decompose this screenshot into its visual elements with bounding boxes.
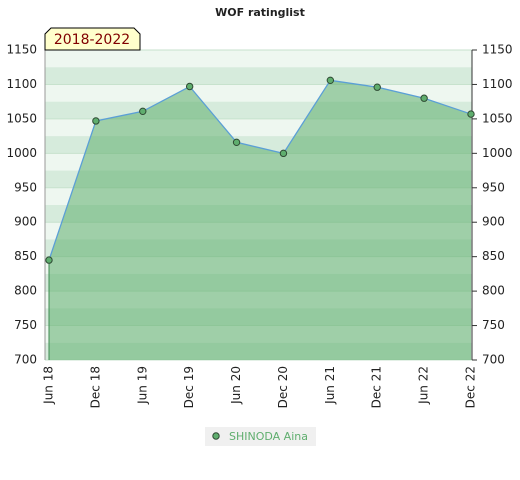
marker bbox=[45, 256, 53, 264]
y-tick-label: 1100 bbox=[6, 77, 37, 91]
marker bbox=[326, 76, 335, 85]
x-tick-label: Jun 18 bbox=[42, 366, 56, 405]
x-tick-label: Dec 20 bbox=[276, 366, 290, 408]
y2-tick-label: 800 bbox=[482, 284, 505, 298]
band bbox=[45, 67, 472, 85]
annotation-box bbox=[44, 27, 141, 51]
marker bbox=[420, 94, 428, 102]
y2-tick-label: 1150 bbox=[482, 43, 513, 57]
y2-tick-label: 1050 bbox=[482, 111, 513, 125]
annotation: 2018-2022 bbox=[54, 32, 130, 48]
y2-tick-label: 1100 bbox=[482, 77, 513, 91]
y2-tick-label: 900 bbox=[482, 215, 505, 229]
y-tick-label: 1000 bbox=[6, 146, 37, 160]
y-tick-label: 950 bbox=[14, 180, 37, 194]
y2-tick-label: 750 bbox=[482, 318, 505, 332]
x-tick-label: Dec 18 bbox=[88, 366, 102, 408]
marker bbox=[232, 138, 241, 147]
legend-marker bbox=[212, 432, 220, 440]
x-tick-label: Jun 22 bbox=[417, 366, 431, 405]
chart-title: WOF ratinglist bbox=[215, 6, 305, 19]
y2-tick-label: 700 bbox=[482, 353, 505, 367]
marker bbox=[373, 83, 381, 91]
marker bbox=[139, 107, 147, 116]
x-tick-label: Jun 19 bbox=[135, 366, 149, 405]
y-tick-label: 1150 bbox=[6, 43, 37, 57]
y-tick-label: 850 bbox=[14, 249, 37, 263]
x-tick-label: Dec 21 bbox=[370, 366, 384, 408]
y-tick-label: 800 bbox=[14, 284, 37, 298]
y2-tick-label: 850 bbox=[482, 249, 505, 263]
x-tick-label: Jun 20 bbox=[229, 366, 243, 405]
y-tick-label: 900 bbox=[14, 215, 37, 229]
marker bbox=[185, 82, 194, 91]
y-tick-label: 1050 bbox=[6, 111, 37, 125]
x-tick-label: Dec 22 bbox=[464, 366, 478, 408]
y-tick-label: 700 bbox=[14, 353, 37, 367]
band bbox=[45, 50, 472, 68]
legend-label: SHINODA Aina bbox=[229, 430, 308, 443]
line bbox=[48, 79, 472, 261]
legend: SHINODA Aina bbox=[205, 427, 316, 446]
area bbox=[49, 80, 471, 361]
legend-box bbox=[205, 427, 316, 446]
y2-tick-label: 1000 bbox=[482, 146, 513, 160]
y-tick-label: 750 bbox=[14, 318, 37, 332]
marker bbox=[467, 110, 475, 118]
y2-tick-label: 950 bbox=[482, 180, 505, 194]
x-tick-label: Jun 21 bbox=[323, 366, 337, 405]
x-tick-label: Dec 19 bbox=[182, 366, 196, 408]
marker bbox=[279, 149, 288, 158]
marker bbox=[92, 117, 100, 125]
